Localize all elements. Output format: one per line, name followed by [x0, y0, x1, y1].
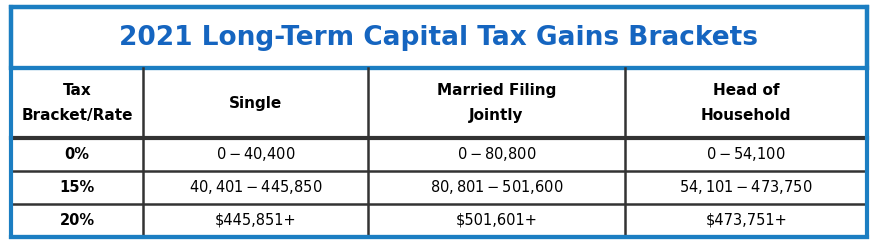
Bar [11, 204, 866, 237]
Text: $0 - $54,100: $0 - $54,100 [706, 145, 785, 163]
Text: $0 - $40,400: $0 - $40,400 [216, 145, 295, 163]
Text: Tax
Bracket/Rate: Tax Bracket/Rate [21, 83, 132, 123]
Text: Single: Single [229, 96, 282, 111]
Text: $0 - $80,800: $0 - $80,800 [456, 145, 536, 163]
Bar [11, 171, 866, 204]
Text: $54,101 - $473,750: $54,101 - $473,750 [679, 178, 812, 196]
Bar [11, 68, 866, 138]
Text: $80,801 - $501,600: $80,801 - $501,600 [429, 178, 562, 196]
Text: $501,601+: $501,601+ [455, 213, 537, 228]
Text: 0%: 0% [64, 147, 89, 162]
Text: 20%: 20% [60, 213, 95, 228]
Text: Head of
Household: Head of Household [700, 83, 790, 123]
Bar [11, 138, 866, 171]
Text: $40,401 - $445,850: $40,401 - $445,850 [189, 178, 322, 196]
Text: Married Filing
Jointly: Married Filing Jointly [436, 83, 555, 123]
Text: $473,751+: $473,751+ [704, 213, 786, 228]
Text: 2021 Long-Term Capital Tax Gains Brackets: 2021 Long-Term Capital Tax Gains Bracket… [119, 25, 758, 51]
Bar [11, 7, 866, 68]
Bar [11, 7, 866, 68]
Text: $445,851+: $445,851+ [215, 213, 296, 228]
Text: 15%: 15% [60, 180, 95, 195]
